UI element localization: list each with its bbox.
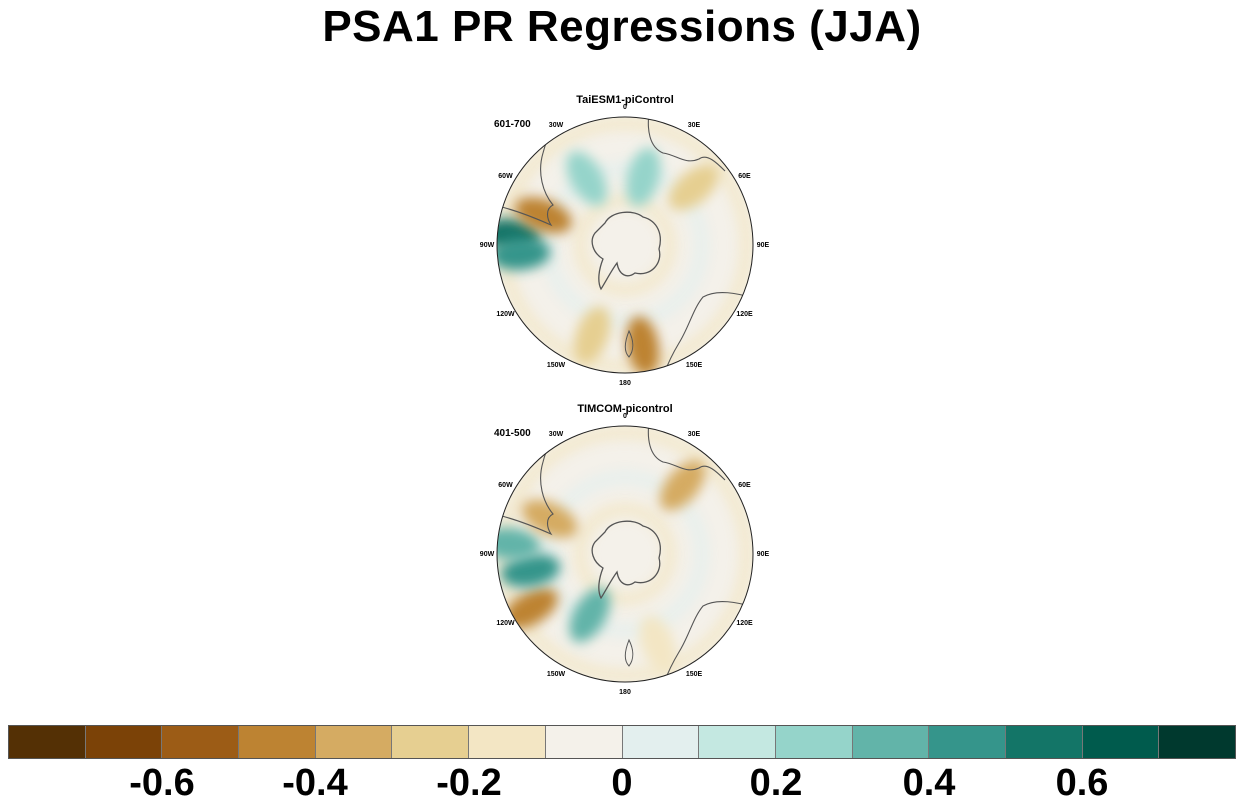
anomaly-blob bbox=[659, 460, 706, 511]
longitude-label: 150W bbox=[546, 670, 566, 678]
colorbar-box bbox=[239, 726, 316, 758]
map-border bbox=[496, 425, 754, 683]
longitude-label: 0 bbox=[623, 104, 627, 111]
longitude-label: 120E bbox=[736, 620, 753, 627]
longitude-label: 90E bbox=[756, 242, 770, 249]
anomaly-blob bbox=[514, 197, 572, 234]
anomaly-blob bbox=[503, 587, 558, 629]
polar-map bbox=[496, 425, 754, 683]
australia-coastline bbox=[662, 291, 753, 373]
longitude-label: 60E bbox=[738, 482, 751, 489]
colorbar-label: -0.4 bbox=[282, 762, 348, 804]
longitude-label: 30W bbox=[548, 122, 564, 130]
longitude-label: 90W bbox=[479, 242, 495, 249]
colorbar-box bbox=[699, 726, 776, 758]
longitude-label: 60W bbox=[498, 173, 513, 180]
anomaly-blob bbox=[497, 237, 551, 271]
map-panel-taiesm1: TaiESM1-piControl 601-700 0 30E 60E 90E 120E… bbox=[470, 94, 780, 394]
longitude-label: 120E bbox=[736, 311, 753, 318]
africa-coastline bbox=[647, 117, 726, 172]
longitude-label: 30E bbox=[687, 431, 701, 439]
longitude-label: 180 bbox=[619, 380, 631, 387]
longitude-label: 90E bbox=[756, 551, 770, 558]
colorbar-box bbox=[545, 726, 623, 758]
map-field bbox=[497, 426, 753, 682]
colorbar-box bbox=[85, 726, 163, 758]
anomaly-blob bbox=[639, 615, 677, 673]
colorbar-box bbox=[775, 726, 853, 758]
colorbar-label: 0.4 bbox=[902, 762, 956, 804]
colorbar-box bbox=[392, 726, 470, 758]
anomaly-blob bbox=[497, 527, 541, 561]
colorbar-box bbox=[315, 726, 393, 758]
period-label: 601-700 bbox=[494, 119, 531, 130]
new-zealand-coastline bbox=[624, 329, 634, 358]
map-border bbox=[496, 116, 754, 374]
anomaly-blob bbox=[573, 306, 611, 364]
anomaly-blob bbox=[569, 587, 611, 643]
longitude-label: 30E bbox=[687, 122, 701, 130]
antarctica-coastline bbox=[591, 520, 661, 600]
colorbar-box bbox=[622, 726, 700, 758]
longitude-label: 150W bbox=[546, 361, 566, 369]
anomaly-blob bbox=[626, 316, 660, 373]
colorbar-label: -0.6 bbox=[129, 762, 195, 804]
anomaly-blob bbox=[521, 499, 578, 539]
anomaly-blob bbox=[500, 554, 561, 588]
anomaly-blob bbox=[625, 147, 661, 207]
colorbar-label: 0.2 bbox=[749, 762, 803, 804]
colorbar-box bbox=[9, 726, 86, 758]
longitude-label: 0 bbox=[623, 413, 627, 420]
polar-map bbox=[496, 116, 754, 374]
colorbar-box bbox=[1005, 726, 1083, 758]
longitude-label: 120W bbox=[496, 620, 515, 627]
longitude-label: 120W bbox=[496, 311, 515, 318]
longitude-label: 180 bbox=[619, 689, 631, 696]
figure-title: PSA1 PR Regressions (JJA) bbox=[322, 2, 922, 51]
colorbar-box bbox=[162, 726, 240, 758]
new-zealand-coastline bbox=[624, 638, 634, 667]
longitude-label: 90W bbox=[479, 551, 495, 558]
anomaly-blob bbox=[566, 151, 608, 206]
colorbar-label: 0 bbox=[611, 762, 633, 804]
panel-title: TIMCOM-picontrol bbox=[577, 403, 673, 415]
colorbar-label: 0.6 bbox=[1055, 762, 1109, 804]
colorbar-label: -0.2 bbox=[436, 762, 502, 804]
period-label: 401-500 bbox=[494, 428, 531, 439]
longitude-label: 150E bbox=[685, 361, 703, 369]
antarctica-coastline bbox=[591, 211, 661, 291]
colorbar-box bbox=[1159, 726, 1235, 758]
anomaly-blob bbox=[668, 164, 719, 211]
map-panel-timcom: TIMCOM-picontrol 401-500 0 30E 60E 90E 120E 1… bbox=[470, 403, 780, 703]
panel-title: TaiESM1-piControl bbox=[576, 94, 674, 106]
longitude-label: 60E bbox=[738, 173, 751, 180]
colorbar-box bbox=[1082, 726, 1160, 758]
colorbar-box bbox=[929, 726, 1006, 758]
colorbar-box bbox=[852, 726, 930, 758]
africa-coastline bbox=[647, 426, 726, 481]
australia-coastline bbox=[662, 600, 753, 682]
longitude-label: 30W bbox=[548, 431, 564, 439]
longitude-label: 60W bbox=[498, 482, 513, 489]
longitude-label: 150E bbox=[685, 670, 703, 678]
colorbar bbox=[8, 725, 1236, 759]
colorbar-box bbox=[469, 726, 546, 758]
map-field bbox=[497, 117, 753, 373]
